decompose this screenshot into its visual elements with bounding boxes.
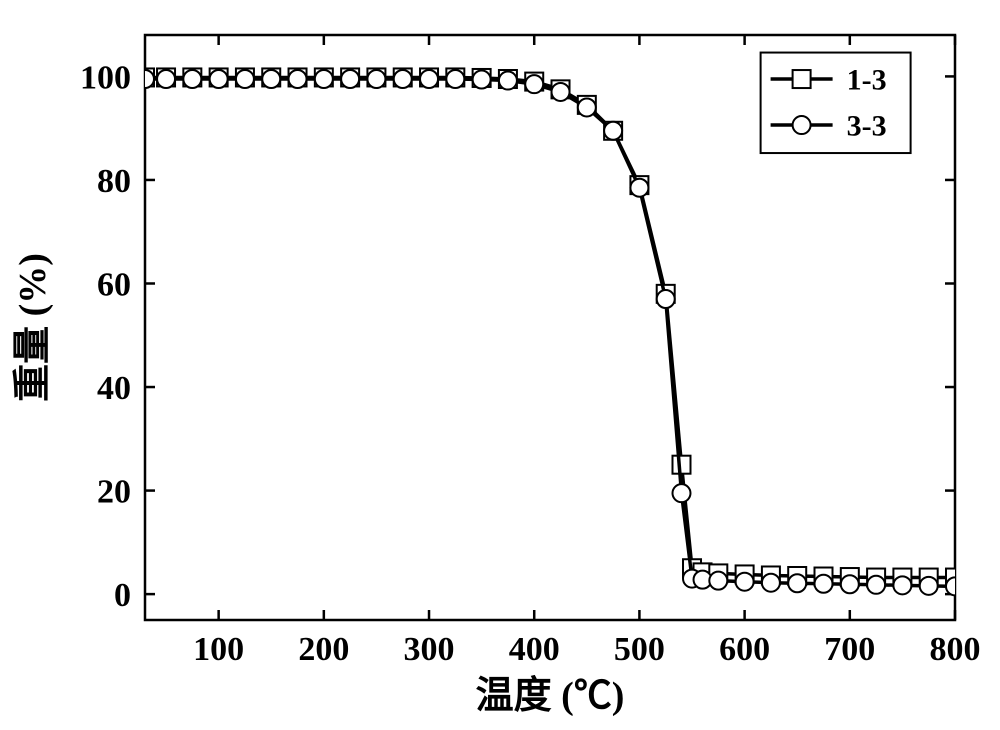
x-tick-label: 100	[193, 631, 244, 668]
x-tick-label: 700	[824, 631, 875, 668]
legend-label: 3-3	[847, 110, 887, 143]
y-tick-label: 40	[97, 370, 131, 407]
tga-chart: 100 200 300 400 500 600 700 800 0 20 40 60 80 100 温度 (…	[0, 0, 1000, 730]
x-tick-label: 500	[614, 631, 665, 668]
x-axis-label: 温度 (℃)	[476, 675, 625, 717]
x-tick-label: 400	[509, 631, 560, 668]
y-tick-label: 60	[97, 266, 131, 303]
legend: 1-33-3	[761, 53, 911, 154]
x-tick-label: 800	[930, 631, 981, 668]
legend-label: 1-3	[847, 64, 887, 97]
y-tick-label: 0	[114, 577, 131, 614]
y-tick-label: 20	[97, 473, 131, 510]
x-tick-label: 300	[404, 631, 455, 668]
y-tick-label: 100	[80, 59, 131, 96]
y-axis-label: 重量 (%)	[12, 253, 54, 402]
y-tick-label: 80	[97, 163, 131, 200]
x-tick-label: 200	[298, 631, 349, 668]
chart-svg: 100 200 300 400 500 600 700 800 0 20 40 60 80 100 温度 (…	[0, 0, 1000, 730]
x-tick-label: 600	[719, 631, 770, 668]
